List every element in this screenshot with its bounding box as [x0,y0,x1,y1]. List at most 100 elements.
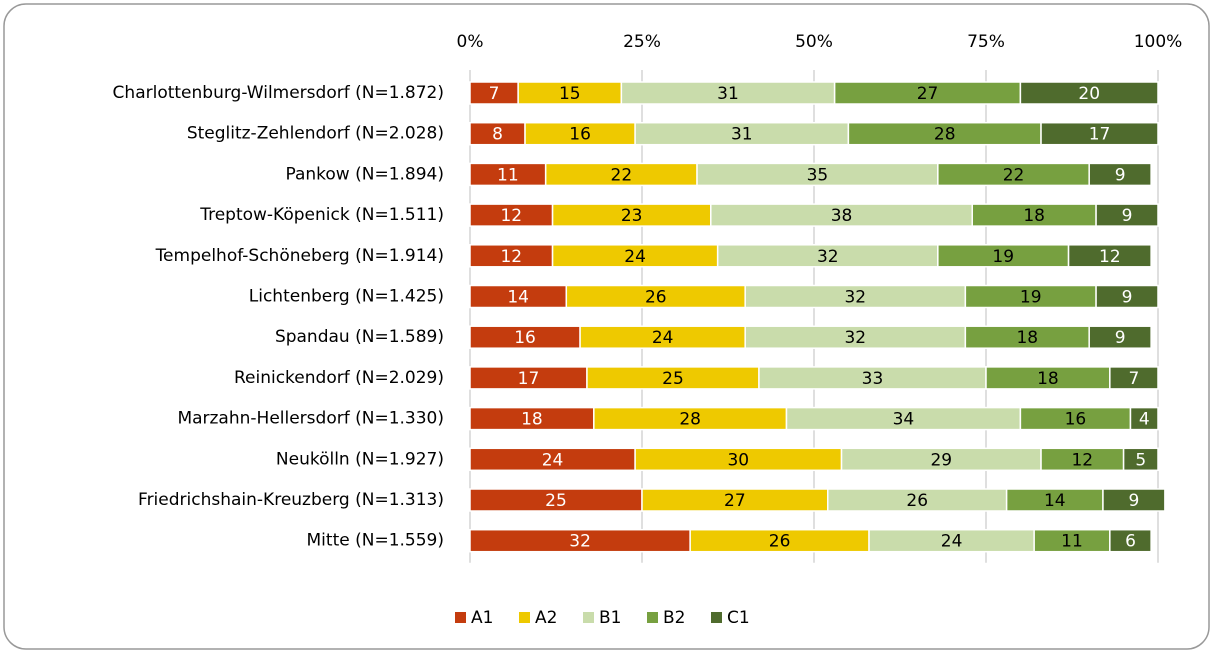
y-tick-label: Friedrichshain-Kreuzberg (N=1.313) [138,490,444,510]
legend-label: A2 [535,608,557,628]
data-label: 20 [1078,84,1100,104]
data-label: 35 [807,165,829,185]
data-label: 26 [769,532,791,552]
bar-segment [1109,366,1159,390]
bar-segment [1019,81,1159,105]
data-label: 29 [930,450,952,470]
bar-segment [1109,528,1152,553]
data-label: 12 [1071,450,1093,470]
data-label: 27 [917,84,939,104]
legend-swatch [583,612,594,623]
data-label: 17 [518,369,540,389]
x-tick-label: 25% [623,32,661,52]
bar-segment [1088,162,1152,187]
x-tick-label: 0% [457,32,484,52]
y-tick-label: Lichtenberg (N=1.425) [249,287,444,307]
data-label: 24 [941,532,963,552]
x-tick-label: 50% [795,32,833,52]
data-label: 22 [1003,165,1025,185]
y-tick-label: Treptow-Köpenick (N=1.511) [199,205,444,225]
data-label: 4 [1139,410,1150,430]
data-label: 9 [1122,288,1133,308]
y-tick-label: Neukölln (N=1.927) [276,449,444,469]
data-label: 32 [569,532,591,552]
bar-segment [1095,284,1159,309]
data-label: 15 [559,84,581,104]
data-label: 26 [645,288,667,308]
data-label: 30 [727,450,749,470]
data-label: 25 [545,491,567,511]
data-label: 7 [1129,369,1140,389]
data-label: 19 [1020,288,1042,308]
data-label: 16 [514,328,536,348]
x-tick-label: 75% [967,32,1005,52]
legend-label: B1 [599,608,621,628]
data-label: 32 [817,247,839,267]
data-label: 14 [1044,491,1066,511]
legend-swatch [647,612,658,623]
y-tick-label: Mitte (N=1.559) [307,531,444,551]
bar-segment [1122,447,1159,472]
data-label: 24 [652,328,674,348]
data-label: 28 [679,410,701,430]
data-label: 38 [831,206,853,226]
y-tick-label: Reinickendorf (N=2.029) [234,368,444,388]
data-label: 8 [492,125,503,145]
data-label: 12 [500,247,522,267]
bar-segment [1067,244,1152,268]
data-label: 16 [569,125,591,145]
bar-segment [1040,121,1159,146]
y-tick-label: Charlottenburg-Wilmersdorf (N=1.872) [113,83,444,103]
data-label: 5 [1135,450,1146,470]
x-tick-label: 100% [1134,32,1183,52]
data-label: 23 [621,206,643,226]
data-label: 11 [497,165,519,185]
data-label: 11 [1061,532,1083,552]
legend-label: A1 [471,608,493,628]
legend-swatch [455,612,466,623]
y-tick-label: Pankow (N=1.894) [285,164,444,184]
data-label: 18 [1023,206,1045,226]
data-label: 31 [717,84,739,104]
data-label: 18 [521,410,543,430]
data-label: 9 [1115,165,1126,185]
data-label: 32 [844,328,866,348]
legend-swatch [711,612,722,623]
legend-label: C1 [727,608,750,628]
data-label: 6 [1125,532,1136,552]
data-label: 16 [1065,410,1087,430]
data-label: 24 [542,450,564,470]
data-label: 14 [507,288,529,308]
data-label: 9 [1122,206,1133,226]
data-label: 18 [1037,369,1059,389]
data-label: 12 [500,206,522,226]
bar-segment [1129,406,1159,431]
data-label: 18 [1016,328,1038,348]
data-label: 31 [731,125,753,145]
data-label: 28 [934,125,956,145]
data-label: 26 [906,491,928,511]
y-tick-label: Steglitz-Zehlendorf (N=2.028) [187,124,444,144]
data-label: 22 [611,165,633,185]
legend-label: B2 [663,608,685,628]
y-tick-label: Marzahn-Hellersdorf (N=1.330) [177,409,444,429]
y-tick-label: Tempelhof-Schöneberg (N=1.914) [155,246,444,266]
data-label: 25 [662,369,684,389]
bar-segment [1102,488,1166,512]
data-label: 19 [992,247,1014,267]
data-label: 27 [724,491,746,511]
data-label: 24 [624,247,646,267]
bar-segment [1095,203,1159,227]
data-label: 9 [1129,491,1140,511]
data-label: 17 [1089,125,1111,145]
data-label: 34 [893,410,915,430]
data-label: 7 [489,84,500,104]
data-label: 9 [1115,328,1126,348]
data-label: 32 [844,288,866,308]
bar-segment [1088,325,1152,349]
legend-swatch [519,612,530,623]
y-tick-label: Spandau (N=1.589) [275,327,444,347]
data-label: 33 [862,369,884,389]
data-label: 12 [1099,247,1121,267]
